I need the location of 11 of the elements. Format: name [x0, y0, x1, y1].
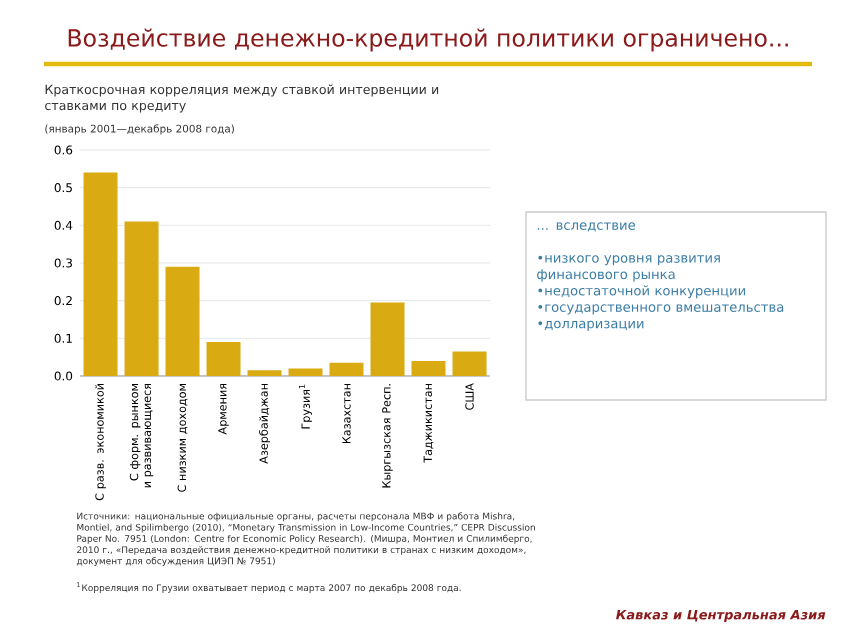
bar	[370, 302, 405, 376]
bar	[411, 360, 446, 376]
bar	[288, 368, 323, 376]
bar	[247, 370, 282, 376]
bar	[124, 221, 159, 376]
chart-title: Воздействие денежно-кредитной политики ограничено...	[68, 28, 788, 52]
bar	[329, 362, 364, 376]
bar	[83, 172, 118, 376]
bar	[206, 342, 241, 376]
bar	[165, 266, 200, 376]
bar	[452, 351, 487, 376]
